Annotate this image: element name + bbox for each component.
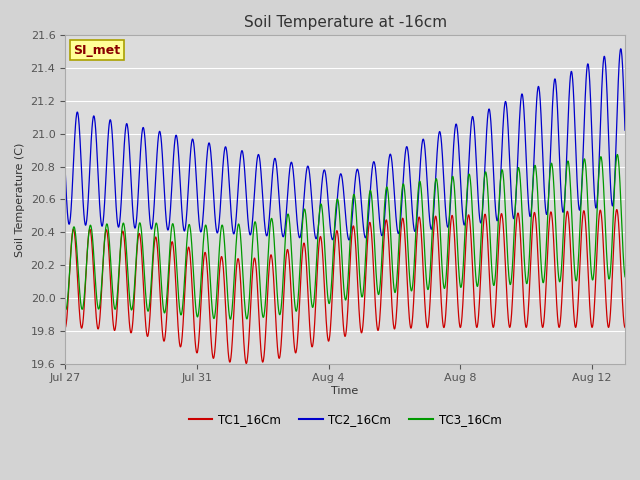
TC3_16Cm — [502, 226, 510, 231]
TC2_16Cm — [346, 237, 353, 243]
Line: TC3_16Cm: TC3_16Cm — [65, 155, 625, 319]
Text: SI_met: SI_met — [74, 44, 121, 57]
TC2_16Cm — [502, 101, 510, 107]
TC2_16Cm — [333, 195, 341, 201]
TC1_16Cm — [90, 271, 97, 277]
TC3_16Cm — [605, 276, 612, 281]
TC3_16Cm — [227, 316, 234, 322]
TC3_16Cm — [605, 276, 613, 282]
TC2_16Cm — [617, 46, 625, 52]
TC2_16Cm — [621, 127, 629, 133]
TC3_16Cm — [90, 252, 97, 257]
TC2_16Cm — [61, 167, 69, 173]
TC3_16Cm — [61, 306, 69, 312]
TC3_16Cm — [614, 152, 621, 157]
TC1_16Cm — [613, 207, 621, 213]
TC1_16Cm — [61, 325, 69, 331]
TC2_16Cm — [319, 175, 326, 180]
TC1_16Cm — [243, 360, 250, 366]
TC1_16Cm — [621, 324, 629, 330]
Line: TC1_16Cm: TC1_16Cm — [65, 210, 625, 363]
TC3_16Cm — [319, 213, 326, 219]
TC2_16Cm — [605, 138, 612, 144]
TC3_16Cm — [621, 274, 629, 280]
TC1_16Cm — [605, 324, 613, 329]
TC1_16Cm — [334, 230, 342, 236]
Line: TC2_16Cm: TC2_16Cm — [65, 49, 625, 240]
TC1_16Cm — [502, 281, 510, 287]
X-axis label: Time: Time — [332, 386, 358, 396]
TC2_16Cm — [605, 146, 613, 152]
Legend: TC1_16Cm, TC2_16Cm, TC3_16Cm: TC1_16Cm, TC2_16Cm, TC3_16Cm — [184, 409, 506, 431]
TC2_16Cm — [90, 113, 97, 119]
TC1_16Cm — [319, 254, 326, 260]
Title: Soil Temperature at -16cm: Soil Temperature at -16cm — [243, 15, 447, 30]
Y-axis label: Soil Temperature (C): Soil Temperature (C) — [15, 142, 25, 257]
TC1_16Cm — [605, 324, 612, 330]
TC3_16Cm — [334, 196, 342, 202]
